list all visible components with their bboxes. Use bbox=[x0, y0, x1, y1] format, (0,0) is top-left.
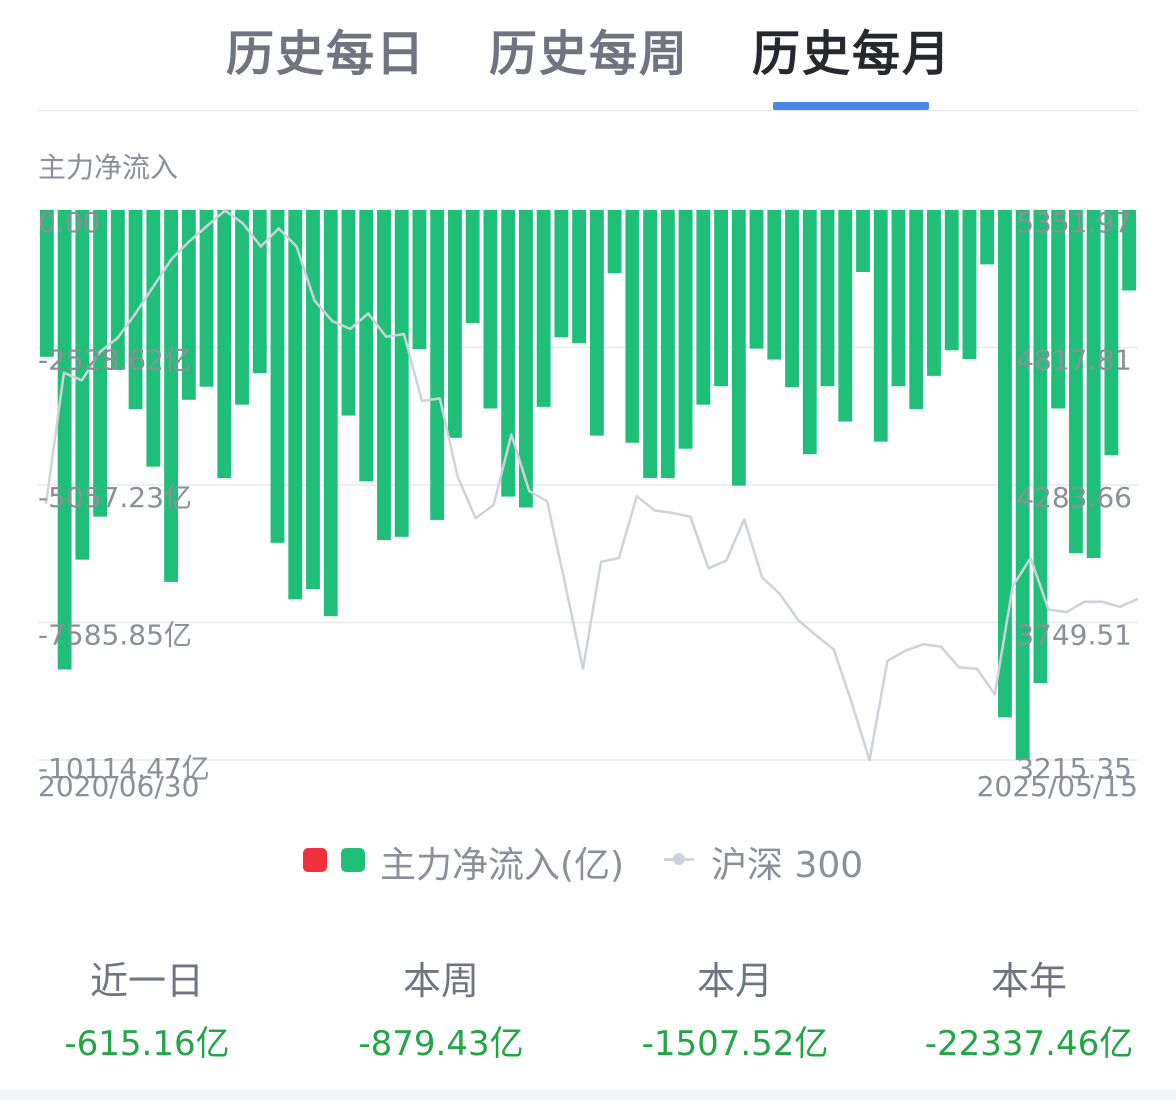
bar bbox=[1086, 210, 1101, 559]
bar bbox=[838, 210, 853, 422]
stat-value-month: -1507.52亿 bbox=[641, 1024, 829, 1064]
bar bbox=[39, 210, 54, 357]
bar bbox=[359, 210, 374, 482]
stat-value-day: -615.16亿 bbox=[64, 1024, 230, 1064]
bar bbox=[394, 210, 409, 537]
bar bbox=[252, 210, 267, 374]
active-tab-indicator bbox=[773, 102, 929, 110]
y-axis-left-tick: -5057.23亿 bbox=[38, 481, 192, 514]
bar bbox=[341, 210, 356, 416]
bar bbox=[856, 210, 870, 272]
bar bbox=[146, 210, 161, 467]
bar bbox=[962, 210, 977, 359]
bar bbox=[678, 210, 693, 449]
y-axis-right-tick: 4283.66 bbox=[1016, 481, 1132, 514]
bar bbox=[235, 210, 249, 405]
bar bbox=[181, 210, 196, 400]
legend-outflow-swatch bbox=[341, 848, 365, 872]
bar bbox=[572, 210, 587, 344]
bar bbox=[554, 210, 569, 338]
bar bbox=[998, 210, 1012, 718]
bar bbox=[75, 210, 90, 560]
y-axis-left-tick: 0.00 bbox=[38, 206, 100, 239]
bar bbox=[714, 210, 728, 387]
stat-label-year: 本年 bbox=[990, 959, 1067, 1003]
tab-monthly[interactable]: 历史每月 bbox=[752, 26, 953, 82]
x-axis-start-label: 2020/06/30 bbox=[38, 770, 199, 800]
stat-label-day: 近一日 bbox=[89, 959, 204, 1003]
stat-label-week: 本周 bbox=[402, 959, 479, 1003]
bar bbox=[93, 210, 108, 517]
bar bbox=[909, 210, 924, 410]
y-axis-right-tick: 3215.35 bbox=[1016, 752, 1132, 785]
x-axis-end-label: 2025/05/15 bbox=[977, 770, 1138, 800]
bar bbox=[448, 210, 462, 438]
bar bbox=[749, 210, 764, 349]
y-axis-right-tick: 3749.51 bbox=[1016, 619, 1132, 652]
bar bbox=[164, 210, 178, 582]
bar bbox=[217, 210, 232, 479]
bar bbox=[412, 210, 427, 350]
bar bbox=[696, 210, 711, 405]
tab-weekly[interactable]: 历史每周 bbox=[489, 26, 690, 82]
bar bbox=[199, 210, 214, 387]
legend-line-label: 沪深 300 bbox=[711, 845, 864, 886]
bar bbox=[430, 210, 445, 520]
tab-daily[interactable]: 历史每日 bbox=[226, 26, 427, 82]
stat-value-year: -22337.46亿 bbox=[924, 1024, 1134, 1064]
legend-line-dot-icon bbox=[673, 853, 685, 865]
bar bbox=[483, 210, 498, 409]
bar bbox=[1122, 210, 1137, 291]
bar bbox=[767, 210, 782, 360]
bar bbox=[110, 210, 125, 370]
bar bbox=[625, 210, 640, 443]
y-axis-left-tick: -10114.47亿 bbox=[38, 752, 210, 785]
tabs-divider bbox=[38, 110, 1138, 111]
index-line bbox=[44, 209, 1139, 762]
bar bbox=[1104, 210, 1119, 456]
bar bbox=[1033, 210, 1048, 684]
bar bbox=[1015, 210, 1030, 760]
bar bbox=[820, 210, 835, 387]
bar bbox=[501, 210, 516, 497]
period-tabs: 历史每日 历史每周 历史每月 bbox=[0, 0, 1176, 112]
bar bbox=[377, 210, 391, 541]
bar bbox=[589, 210, 604, 436]
y-axis-left-tick: -7585.85亿 bbox=[38, 619, 192, 652]
bar bbox=[643, 210, 658, 479]
bar bbox=[465, 210, 480, 324]
bar bbox=[980, 210, 995, 265]
stat-value-week: -879.43亿 bbox=[358, 1024, 524, 1064]
bar bbox=[536, 210, 551, 407]
bar bbox=[128, 210, 143, 410]
stat-label-month: 本月 bbox=[696, 959, 773, 1003]
legend-bar-label: 主力净流入(亿) bbox=[380, 845, 625, 886]
bar bbox=[57, 210, 72, 670]
chart-legend: 主力净流入(亿) 沪深 300 bbox=[0, 836, 1176, 886]
chart-title: 主力净流入 bbox=[38, 151, 179, 184]
bar bbox=[1051, 210, 1066, 409]
bar bbox=[1068, 210, 1083, 554]
bar bbox=[944, 210, 959, 351]
bar bbox=[660, 210, 675, 479]
bar bbox=[927, 210, 941, 376]
bar bbox=[891, 210, 906, 387]
bar bbox=[785, 210, 799, 388]
legend-inflow-swatch bbox=[303, 848, 327, 872]
bar bbox=[802, 210, 817, 455]
bar bbox=[270, 210, 285, 543]
y-axis-right-tick: 5351.97 bbox=[1016, 206, 1132, 239]
y-axis-left-tick: -2528.62亿 bbox=[38, 344, 192, 377]
bar bbox=[323, 210, 338, 617]
bar bbox=[288, 210, 303, 600]
bottom-band bbox=[0, 1090, 1176, 1100]
fund-flow-chart[interactable]: 0.00 5351.97 -2528.62亿 4817.81 -5057.23亿 4283… bbox=[0, 190, 1176, 800]
bar bbox=[518, 210, 533, 508]
bar bbox=[607, 210, 622, 274]
y-axis-right-tick: 4817.81 bbox=[1016, 344, 1132, 377]
bar bbox=[873, 210, 888, 442]
bar bbox=[731, 210, 746, 486]
bar bbox=[306, 210, 320, 590]
